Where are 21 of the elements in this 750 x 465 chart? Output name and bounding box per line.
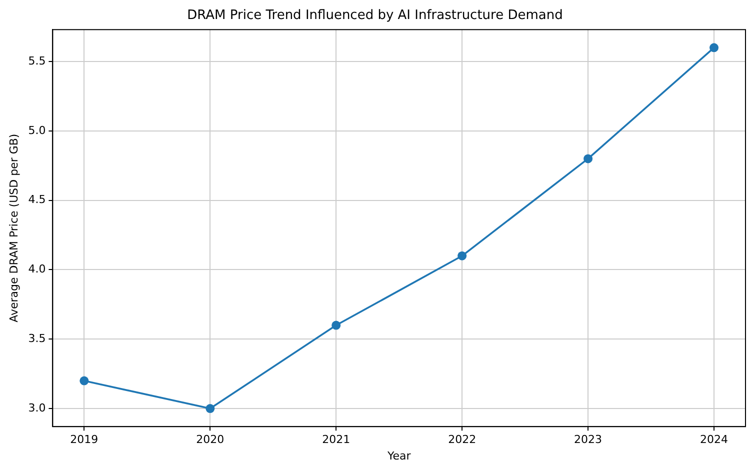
x-tick-label: 2019 [70, 433, 98, 446]
y-tick-label: 4.0 [28, 262, 46, 276]
point [206, 404, 215, 414]
y-tick-label: 5.0 [28, 124, 46, 137]
y-tick-label: 5.5 [28, 54, 46, 68]
x-tick-label: 2020 [196, 433, 224, 446]
y-tick-label: 3.5 [28, 332, 46, 346]
x-tick-label: 2022 [448, 433, 476, 446]
x-tick-label: 2023 [574, 433, 602, 446]
point [710, 43, 719, 52]
point [584, 154, 593, 164]
point [80, 376, 89, 386]
y-tick-label: 3.0 [28, 401, 46, 414]
point [458, 251, 467, 260]
point [332, 320, 341, 330]
x-axis-title: Year [386, 449, 412, 462]
y-tick-label: 4.5 [28, 193, 46, 206]
chart-title: DRAM Price Trend Influenced by AI Infrastructure Demand [187, 8, 563, 24]
x-tick-label: 2021 [322, 433, 350, 446]
y-axis-title: Average DRAM Price (USD per GB) [7, 134, 20, 322]
x-tick-label: 2024 [700, 433, 728, 446]
